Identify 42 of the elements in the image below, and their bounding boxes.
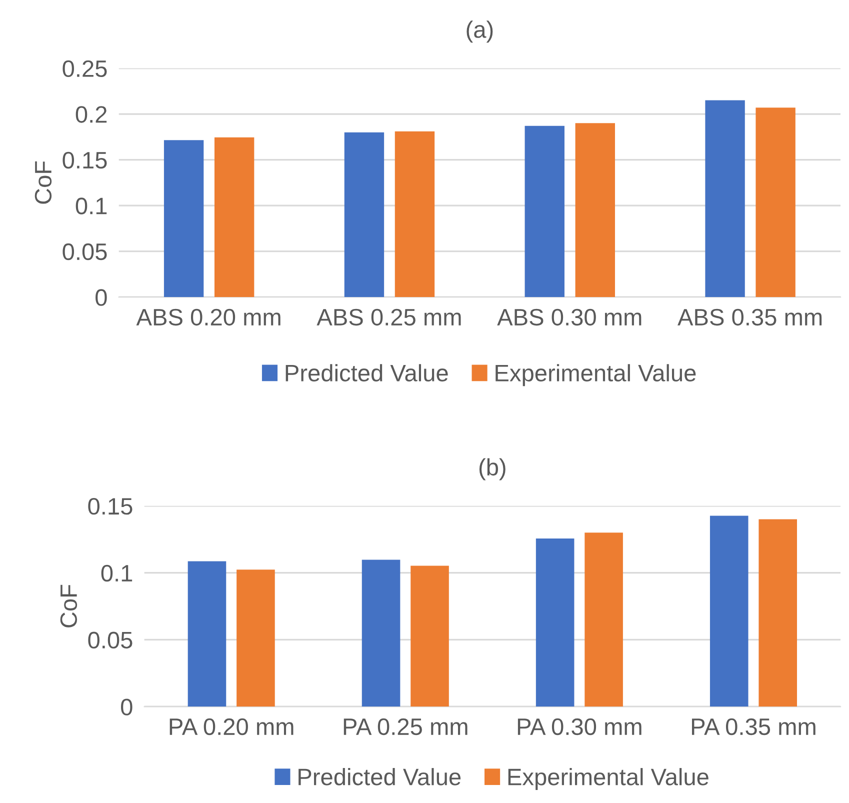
y-tick-label: 0.15: [62, 152, 107, 169]
bar: [584, 532, 623, 707]
x-tick-label: ABS 0.25 mm: [316, 308, 461, 326]
bar: [536, 538, 574, 707]
bar: [188, 561, 226, 707]
y-tick-label: 0.2: [76, 106, 107, 123]
legend-label: Predicted Value: [298, 768, 461, 786]
y-tick-label: 0: [121, 698, 132, 716]
legend-label: Experimental Value: [496, 364, 696, 386]
bar: [575, 123, 615, 298]
x-tick-label: PA 0.30 mm: [518, 718, 642, 736]
y-tick-label: 0: [96, 289, 107, 306]
bar: [362, 560, 400, 707]
x-tick-label: ABS 0.30 mm: [497, 308, 642, 326]
y-tick-label: 0.25: [62, 60, 107, 78]
bar: [758, 519, 797, 707]
x-tick-label: ABS 0.20 mm: [136, 308, 280, 326]
bar: [236, 570, 275, 707]
bar: [344, 132, 384, 298]
bar: [756, 108, 796, 298]
legend-label: Predicted Value: [286, 364, 448, 382]
y-tick-label: 0.05: [62, 243, 107, 260]
x-tick-label: PA 0.35 mm: [692, 718, 816, 736]
chart-title: (b): [479, 458, 506, 480]
bar: [705, 100, 745, 298]
bar: [710, 516, 748, 707]
bar: [214, 137, 254, 298]
legend-label: Experimental Value: [508, 768, 708, 790]
chart-title: (a): [466, 20, 493, 43]
y-axis-title: CoF: [60, 584, 78, 628]
x-tick-label: PA 0.20 mm: [170, 718, 294, 736]
bar: [164, 140, 204, 298]
y-tick-label: 0.05: [88, 632, 132, 649]
bar: [394, 131, 435, 298]
y-tick-label: 0.1: [101, 564, 132, 582]
x-tick-label: ABS 0.35 mm: [678, 308, 822, 326]
bar: [410, 566, 449, 707]
x-tick-label: PA 0.25 mm: [344, 718, 468, 736]
bar: [524, 126, 564, 298]
y-axis-title: CoF: [34, 161, 52, 204]
y-tick-label: 0.1: [76, 198, 107, 214]
y-tick-label: 0.15: [88, 498, 132, 515]
